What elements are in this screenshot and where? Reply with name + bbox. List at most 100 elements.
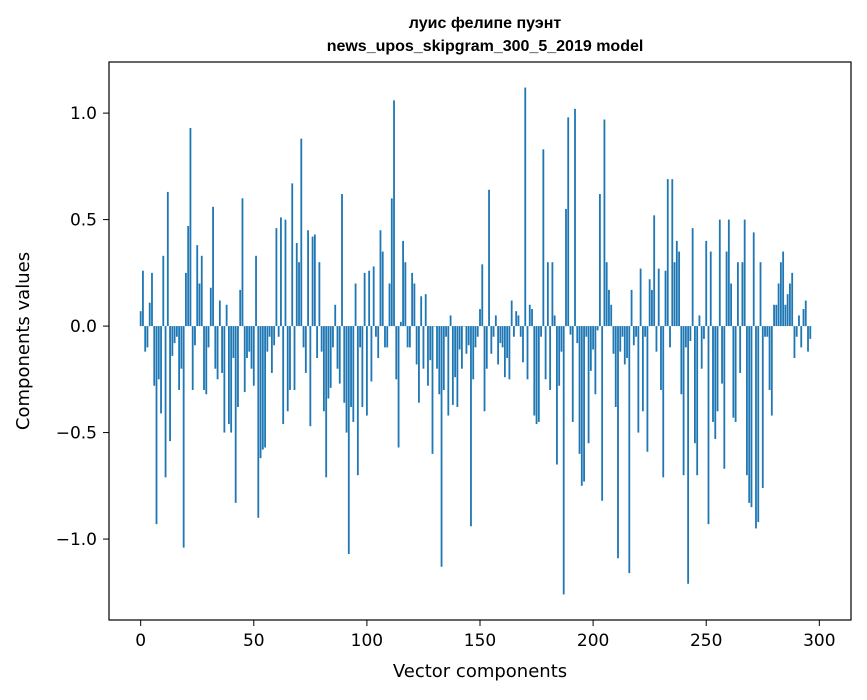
bar-component-184 bbox=[556, 326, 558, 464]
bar-component-164 bbox=[511, 301, 513, 327]
bar-component-244 bbox=[692, 228, 694, 326]
bar-component-147 bbox=[472, 326, 474, 379]
bar-component-225 bbox=[649, 279, 651, 326]
bar-component-151 bbox=[481, 264, 483, 326]
bar-component-183 bbox=[554, 315, 556, 326]
bar-component-280 bbox=[773, 305, 775, 326]
bar-component-109 bbox=[386, 326, 388, 347]
bar-component-274 bbox=[760, 262, 762, 326]
bar-component-192 bbox=[574, 109, 576, 326]
bar-component-220 bbox=[637, 326, 639, 432]
x-axis-label: Vector components bbox=[393, 661, 567, 682]
bar-component-232 bbox=[665, 271, 667, 326]
bar-component-189 bbox=[567, 117, 569, 326]
bar-component-185 bbox=[558, 326, 560, 386]
bar-component-128 bbox=[429, 326, 431, 360]
bar-component-153 bbox=[486, 326, 488, 369]
bar-component-270 bbox=[751, 326, 753, 507]
bar-component-107 bbox=[382, 252, 384, 327]
bar-component-47 bbox=[246, 326, 248, 358]
bar-component-291 bbox=[798, 315, 800, 326]
bar-component-202 bbox=[597, 326, 599, 330]
bar-component-19 bbox=[183, 326, 185, 547]
bar-component-140 bbox=[456, 326, 458, 407]
bar-component-90 bbox=[343, 326, 345, 403]
bar-component-117 bbox=[404, 262, 406, 326]
bar-component-277 bbox=[766, 326, 768, 337]
bar-component-193 bbox=[576, 326, 578, 343]
bar-component-230 bbox=[660, 326, 662, 390]
bar-component-191 bbox=[572, 326, 574, 422]
bar-component-15 bbox=[174, 326, 176, 343]
bar-component-235 bbox=[671, 179, 673, 326]
bar-component-14 bbox=[171, 326, 173, 356]
bar-component-89 bbox=[341, 194, 343, 326]
bar-component-24 bbox=[194, 326, 196, 345]
bar-component-43 bbox=[237, 326, 239, 407]
bar-component-8 bbox=[158, 326, 160, 379]
bar-component-126 bbox=[425, 294, 427, 326]
bar-component-12 bbox=[167, 192, 169, 326]
bar-component-150 bbox=[479, 309, 481, 326]
bar-component-165 bbox=[513, 326, 515, 337]
bar-component-6 bbox=[153, 326, 155, 386]
bar-component-105 bbox=[377, 326, 379, 358]
bar-component-240 bbox=[683, 326, 685, 475]
bar-component-54 bbox=[262, 326, 264, 450]
bar-component-161 bbox=[504, 326, 506, 377]
bar-component-0 bbox=[140, 311, 142, 326]
bar-component-30 bbox=[208, 326, 210, 347]
bar-component-174 bbox=[533, 326, 535, 415]
bar-component-253 bbox=[712, 326, 714, 422]
bar-component-84 bbox=[330, 326, 332, 388]
bar-component-181 bbox=[549, 326, 551, 390]
bar-component-22 bbox=[190, 128, 192, 326]
bar-component-294 bbox=[805, 301, 807, 327]
bar-component-251 bbox=[708, 326, 710, 524]
bar-component-172 bbox=[529, 305, 531, 326]
bar-component-35 bbox=[219, 301, 221, 327]
bar-component-223 bbox=[644, 326, 646, 337]
bar-component-94 bbox=[352, 326, 354, 422]
bar-component-227 bbox=[653, 215, 655, 326]
bar-component-137 bbox=[450, 315, 452, 326]
bar-component-204 bbox=[601, 326, 603, 501]
bar-component-296 bbox=[809, 326, 811, 339]
bar-component-279 bbox=[771, 326, 773, 415]
bar-component-25 bbox=[196, 245, 198, 326]
bar-component-88 bbox=[339, 326, 341, 384]
bar-component-195 bbox=[581, 326, 583, 486]
bar-component-37 bbox=[223, 326, 225, 432]
bar-component-102 bbox=[371, 326, 373, 381]
bar-component-83 bbox=[328, 326, 330, 398]
bar-component-208 bbox=[610, 305, 612, 326]
bar-component-159 bbox=[499, 326, 501, 343]
bar-component-180 bbox=[547, 262, 549, 326]
bar-component-119 bbox=[409, 326, 411, 347]
bar-component-263 bbox=[735, 326, 737, 422]
bar-component-166 bbox=[515, 311, 517, 326]
bar-component-3 bbox=[147, 326, 149, 347]
bar-component-199 bbox=[590, 326, 592, 371]
bar-component-177 bbox=[540, 326, 542, 337]
bar-component-118 bbox=[407, 326, 409, 347]
bar-component-96 bbox=[357, 326, 359, 475]
bar-component-145 bbox=[468, 326, 470, 345]
bar-component-108 bbox=[384, 326, 386, 347]
bar-component-216 bbox=[628, 326, 630, 573]
bar-component-242 bbox=[687, 326, 689, 584]
bar-component-241 bbox=[685, 326, 687, 347]
bar-component-246 bbox=[696, 326, 698, 475]
bar-component-248 bbox=[701, 326, 703, 369]
bar-component-146 bbox=[470, 326, 472, 526]
bar-component-65 bbox=[287, 326, 289, 411]
y-tick-label: 0.5 bbox=[70, 211, 97, 231]
bar-component-50 bbox=[253, 326, 255, 386]
bar-component-31 bbox=[210, 288, 212, 326]
bar-component-160 bbox=[502, 326, 504, 347]
bar-component-49 bbox=[251, 326, 253, 369]
bar-component-284 bbox=[782, 252, 784, 327]
bar-component-82 bbox=[325, 326, 327, 477]
bar-component-272 bbox=[755, 326, 757, 528]
